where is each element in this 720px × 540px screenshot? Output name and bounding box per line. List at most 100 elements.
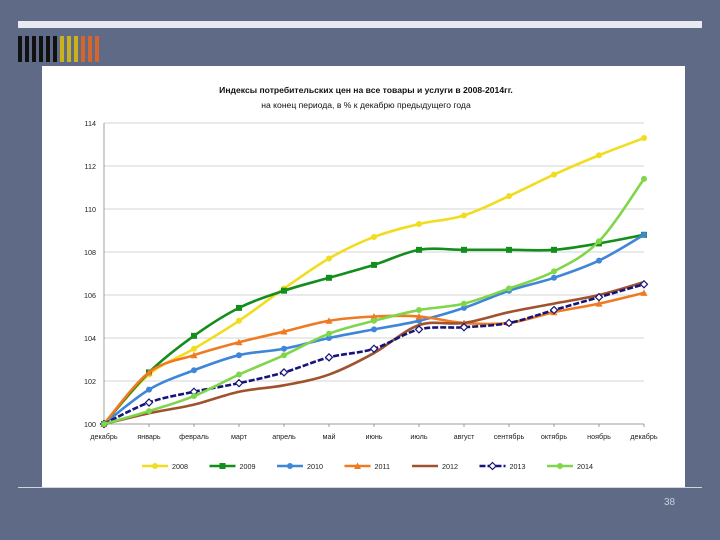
deco-bar	[67, 36, 71, 62]
data-point	[595, 300, 603, 307]
deco-bar	[81, 36, 85, 62]
data-point	[551, 274, 557, 281]
data-point	[461, 246, 467, 253]
y-tick-label: 104	[84, 334, 96, 343]
top-rule	[18, 21, 702, 28]
data-point	[416, 246, 422, 253]
x-tick-label: март	[231, 432, 248, 441]
data-point	[326, 335, 332, 341]
data-point	[551, 171, 557, 178]
legend-marker	[354, 462, 361, 469]
legend-label: 2008	[172, 462, 188, 471]
decorative-bars	[18, 36, 99, 62]
legend-item: 2014	[547, 462, 593, 471]
data-point	[281, 352, 287, 359]
y-tick-label: 106	[84, 291, 96, 300]
deco-bar	[88, 36, 92, 62]
legend-label: 2014	[577, 462, 593, 471]
data-point	[234, 378, 244, 388]
data-point	[146, 386, 152, 393]
x-tick-label: декабрь	[630, 432, 658, 441]
chart-subtitle: на конец периода, в % к декабрю предыдущ…	[261, 100, 471, 110]
series-2013	[99, 279, 649, 429]
legend-item: 2009	[209, 462, 256, 471]
data-point	[101, 421, 107, 427]
data-point	[326, 255, 332, 262]
data-point	[596, 238, 602, 245]
data-point	[641, 175, 647, 182]
data-point	[551, 268, 557, 275]
data-point	[325, 317, 333, 324]
deco-bar	[39, 36, 43, 62]
bottom-rule	[18, 487, 702, 488]
data-point	[145, 368, 153, 376]
data-point	[416, 221, 422, 228]
axes: 100 102 104 106 108 110 112 114 декабрь январь фев…	[84, 119, 658, 441]
data-point	[191, 367, 197, 374]
chart-card	[42, 66, 685, 488]
data-point	[190, 351, 198, 359]
data-point	[191, 345, 197, 352]
data-point	[415, 313, 423, 320]
series-line	[103, 291, 645, 425]
data-point	[506, 193, 512, 200]
deco-bar	[60, 36, 64, 62]
x-tick-label: январь	[137, 432, 161, 441]
data-point	[281, 287, 287, 294]
deco-bar	[25, 36, 29, 62]
data-point	[461, 300, 467, 307]
data-point	[596, 257, 602, 264]
deco-bar	[46, 36, 50, 62]
data-point	[146, 408, 152, 415]
data-point	[326, 330, 332, 337]
deco-bar	[32, 36, 36, 62]
data-point	[281, 345, 287, 352]
y-tick-label: 108	[84, 248, 96, 257]
data-point	[504, 318, 514, 328]
legend-marker	[152, 463, 158, 469]
legend-label: 2011	[375, 462, 390, 471]
data-point	[236, 371, 242, 378]
data-point	[326, 274, 332, 281]
deco-bar	[53, 36, 57, 62]
x-tick-label: декабрь	[90, 432, 118, 441]
legend-label: 2009	[240, 462, 256, 471]
data-point	[235, 338, 243, 346]
x-tick-label: октябрь	[541, 432, 568, 441]
data-point	[594, 292, 604, 302]
legend-label: 2013	[510, 462, 526, 471]
y-tick-label: 110	[85, 205, 96, 214]
series-layer	[99, 135, 649, 429]
legend-label: 2010	[307, 462, 323, 471]
data-point	[324, 353, 334, 362]
data-point	[461, 212, 467, 219]
x-tick-label: ноябрь	[587, 432, 611, 441]
data-point	[416, 307, 422, 314]
data-point	[506, 285, 512, 292]
data-point	[641, 135, 647, 142]
data-point	[640, 289, 648, 296]
data-point	[639, 279, 649, 289]
y-tick-label: 102	[84, 377, 96, 386]
deco-bar	[95, 36, 99, 62]
data-point	[144, 398, 154, 407]
data-point	[414, 325, 424, 334]
x-tick-label: июнь	[365, 432, 382, 441]
x-tick-label: май	[323, 432, 336, 441]
legend-marker	[219, 463, 226, 469]
data-point	[280, 328, 288, 335]
series-2008	[101, 135, 647, 427]
data-point	[370, 313, 378, 320]
data-point	[369, 344, 379, 354]
legend-item: 2013	[479, 461, 526, 471]
data-point	[506, 246, 512, 253]
legend-label: 2012	[442, 462, 458, 471]
legend-item: 2011	[344, 462, 390, 471]
deco-bar	[18, 36, 22, 62]
y-tick-label: 100	[84, 420, 96, 429]
data-point	[371, 233, 377, 240]
data-point	[236, 317, 242, 324]
deco-bar	[74, 36, 78, 62]
data-point	[236, 352, 242, 359]
